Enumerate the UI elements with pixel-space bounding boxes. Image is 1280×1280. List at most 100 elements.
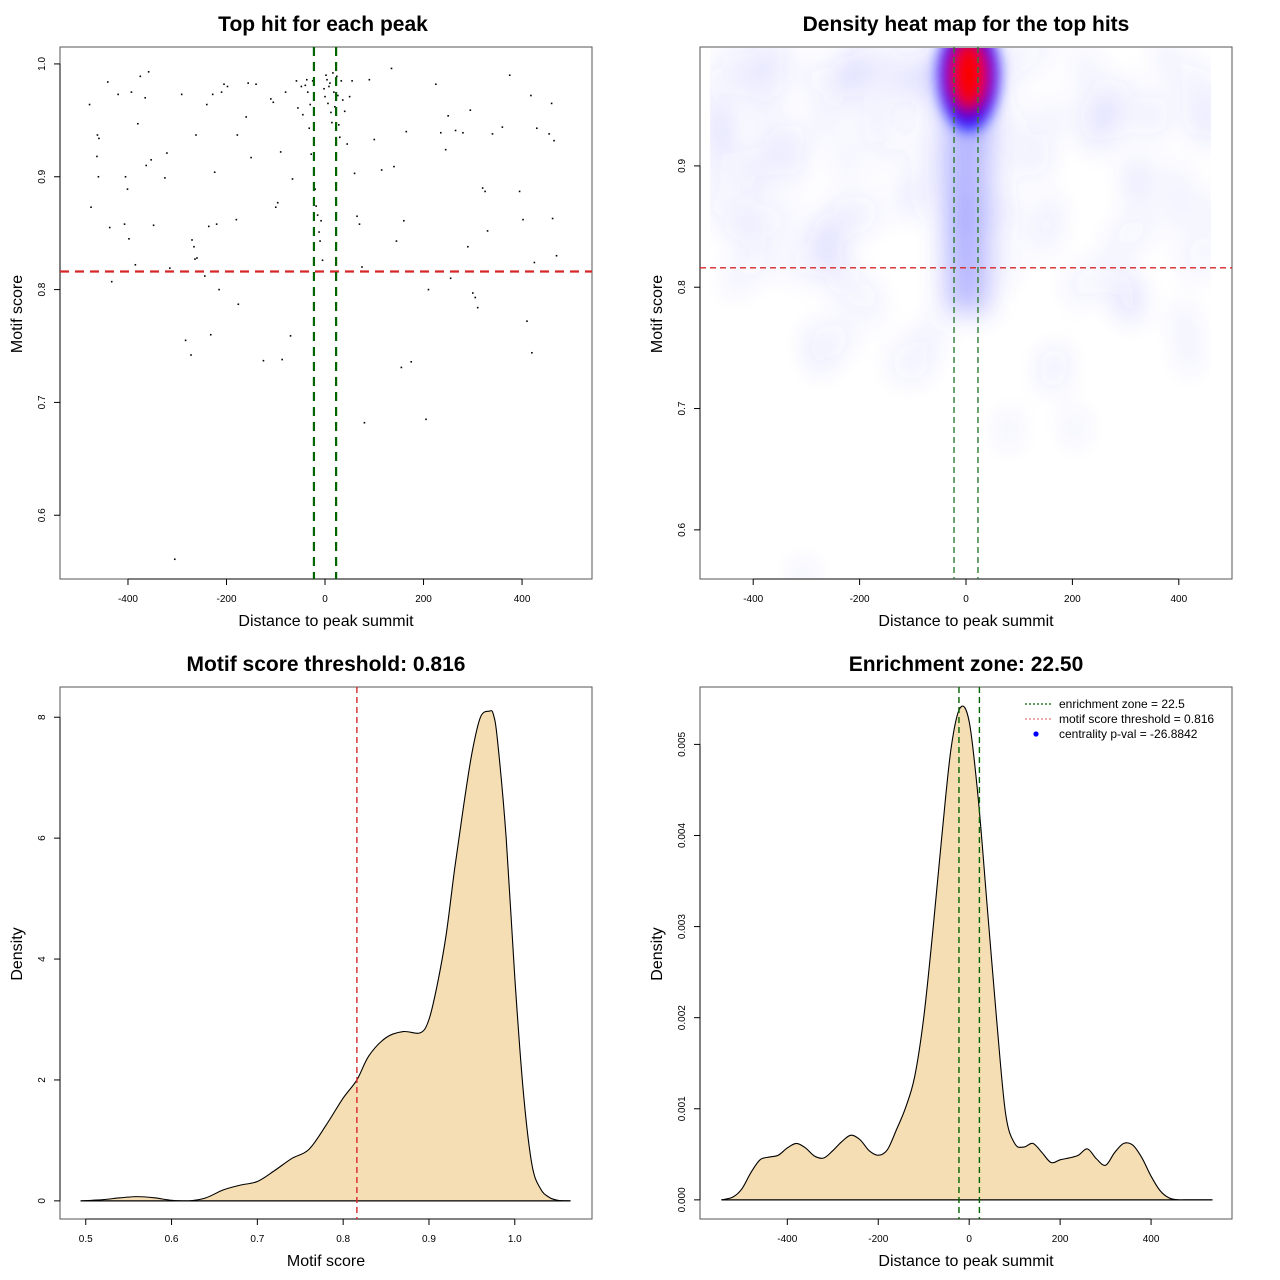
- data-point: [96, 155, 98, 158]
- heatmap-cell: [1113, 72, 1132, 117]
- data-point: [325, 74, 327, 77]
- heatmap-cell: [1042, 191, 1061, 236]
- y-tick-label: 0.9: [37, 169, 48, 183]
- data-point: [276, 201, 279, 204]
- heatmap-cell: [861, 189, 880, 234]
- heatmap-cell: [766, 48, 785, 76]
- data-point: [329, 82, 331, 84]
- chart-title: Motif score threshold: 0.816: [187, 653, 466, 676]
- heatmap-cell: [733, 55, 752, 100]
- heatmap-cell: [1204, 105, 1211, 149]
- legend-label-enrichment-zone: enrichment zone = 22.5: [1059, 697, 1185, 711]
- heatmap-cell: [827, 250, 846, 295]
- data-point: [205, 103, 208, 106]
- panel-scatter: Top hit for each peak Distance to peak s…: [9, 13, 593, 630]
- data-point: [193, 245, 195, 248]
- data-point: [361, 266, 363, 268]
- data-point: [444, 148, 447, 151]
- data-point: [321, 259, 324, 262]
- legend: enrichment zone = 22.5 motif score thres…: [1025, 697, 1214, 741]
- data-point: [180, 93, 183, 96]
- data-point: [126, 188, 129, 190]
- x-tick-label: 200: [1052, 1234, 1069, 1245]
- data-point: [337, 94, 339, 97]
- data-point: [226, 85, 229, 88]
- plot-frame: [59, 46, 593, 580]
- y-tick-label: 2: [37, 1077, 48, 1083]
- heatmap-cell: [1018, 136, 1037, 181]
- data-point: [235, 218, 238, 221]
- data-point: [262, 359, 265, 362]
- y-axis-label: Motif score: [649, 275, 666, 353]
- data-point: [336, 75, 338, 78]
- data-point: [247, 82, 249, 84]
- heatmap-cell: [1010, 103, 1029, 148]
- heatmap-cell: [839, 194, 858, 239]
- heatmap-cell: [802, 55, 821, 100]
- data-point: [274, 206, 277, 209]
- y-tick-label: 8: [37, 714, 48, 720]
- heatmap-cell: [743, 157, 762, 202]
- y-tick-label: 0.001: [677, 1096, 688, 1121]
- x-tick-label: 0.7: [250, 1234, 264, 1245]
- data-point: [476, 306, 479, 309]
- data-point: [393, 165, 395, 168]
- data-point: [454, 129, 457, 132]
- heatmap-cell: [1201, 65, 1211, 110]
- data-point: [531, 351, 533, 354]
- data-point: [332, 72, 334, 74]
- data-point: [204, 275, 206, 277]
- data-point: [522, 218, 524, 221]
- y-tick-label: 0: [37, 1198, 48, 1204]
- heatmap-cell: [752, 238, 771, 283]
- y-tick-label: 0.000: [677, 1187, 688, 1212]
- data-point: [195, 134, 197, 136]
- heatmap-cell: [1044, 95, 1063, 140]
- data-point: [245, 116, 247, 118]
- plot-area: -400 -200 0 200 400 0.6 0.7 0.8 0.9 1.0: [37, 46, 593, 605]
- data-point: [209, 333, 212, 336]
- y-tick-label: 1.0: [37, 57, 48, 71]
- data-point: [390, 67, 393, 70]
- heatmap-field: [710, 48, 1211, 578]
- y-tick-label: 0.8: [677, 280, 688, 294]
- data-point: [550, 102, 553, 105]
- data-point: [295, 80, 298, 82]
- data-point: [467, 245, 469, 248]
- data-point: [98, 137, 100, 140]
- data-point: [281, 358, 283, 361]
- data-point: [272, 101, 275, 104]
- legend-label-motif-threshold: motif score threshold = 0.816: [1059, 712, 1214, 726]
- data-point: [284, 91, 287, 93]
- y-tick-label: 0.7: [677, 401, 688, 415]
- x-axis-label: Distance to peak summit: [878, 613, 1054, 630]
- data-point: [255, 83, 257, 86]
- y-tick-label: 0.003: [677, 914, 688, 939]
- data-point: [144, 96, 147, 99]
- data-point: [486, 230, 489, 232]
- heatmap-cell: [710, 66, 721, 111]
- data-point: [526, 320, 528, 322]
- data-point: [270, 98, 272, 100]
- data-point: [213, 171, 216, 174]
- data-point: [173, 558, 176, 561]
- heatmap-cell: [842, 265, 861, 310]
- data-point: [405, 130, 408, 133]
- data-point: [373, 138, 376, 141]
- heatmap-cell: [994, 194, 1013, 239]
- heatmap-cell: [1004, 48, 1023, 84]
- data-point: [533, 261, 536, 264]
- data-point: [508, 74, 511, 77]
- data-point: [128, 238, 130, 240]
- heatmap-cell: [1028, 48, 1047, 72]
- chart-title: Enrichment zone: 22.50: [849, 653, 1084, 676]
- heatmap-cell: [771, 196, 790, 241]
- data-point: [305, 78, 308, 81]
- data-point: [341, 99, 344, 101]
- plot-area: -400 -200 0 200 400 0.000 0.001 0.002 0.003 0.004…: [677, 686, 1233, 1245]
- data-point: [536, 127, 538, 130]
- heatmap-cell: [769, 125, 788, 170]
- heatmap-cell: [726, 256, 745, 301]
- data-point: [218, 288, 220, 291]
- heatmap-hotspot: [934, 48, 1003, 137]
